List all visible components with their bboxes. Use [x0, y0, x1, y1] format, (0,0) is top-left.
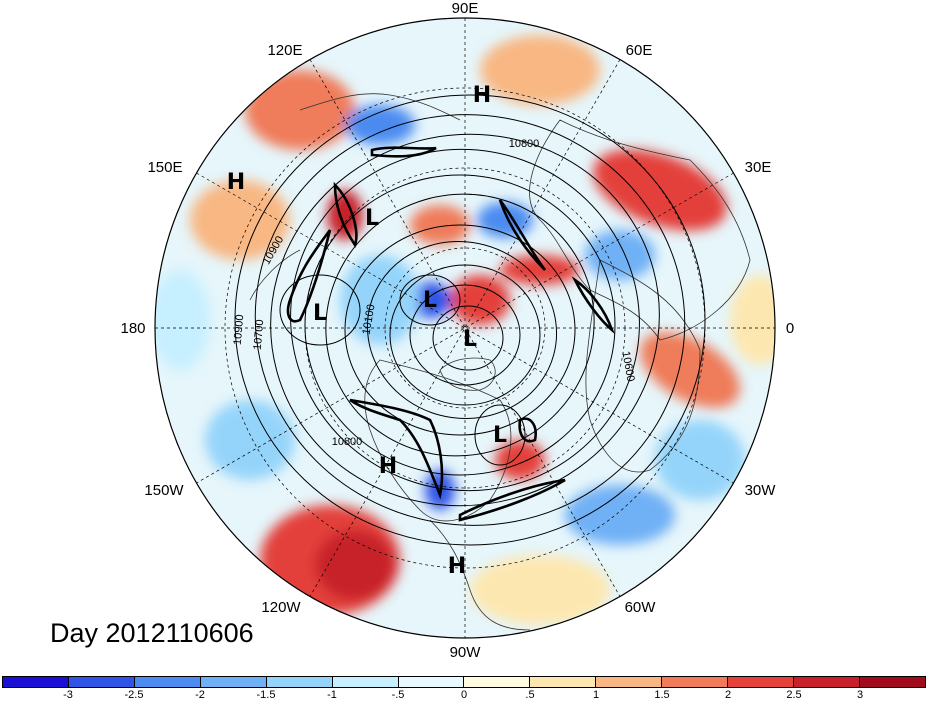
colorbar — [2, 676, 926, 688]
colorbar-segment — [662, 677, 729, 687]
colorbar-tick-label: 3 — [856, 689, 864, 701]
contour-label: 10700 — [252, 319, 267, 351]
low-marker: L — [463, 327, 477, 352]
lon-label-90w: 90W — [450, 644, 482, 661]
contour-label: 10800 — [332, 436, 363, 448]
jet-contours — [286, 146, 615, 522]
colorbar-segment — [200, 677, 267, 687]
lon-label-150e: 150E — [147, 159, 182, 176]
high-marker: H — [473, 83, 491, 108]
lon-label-180: 180 — [120, 320, 145, 337]
colorbar-ticks: -3 -2.5 -2 -1.5 -1 -.5 0 .5 1 1.5 2 2.5 3 — [0, 689, 928, 703]
lon-label-150w: 150W — [144, 482, 184, 499]
high-marker: H — [448, 554, 466, 579]
lon-label-0: 0 — [786, 320, 794, 337]
lon-label-60w: 60W — [625, 599, 657, 616]
pressure-systems: H H L L L L L H H — [227, 83, 507, 579]
colorbar-segment — [859, 677, 925, 687]
colorbar-tick-label: 0 — [460, 689, 468, 701]
low-marker: L — [313, 301, 327, 326]
colorbar-tick-label: -2 — [195, 689, 205, 701]
high-marker: H — [379, 454, 397, 479]
lon-label-90e: 90E — [452, 0, 479, 17]
colorbar-segment — [332, 677, 399, 687]
graticule — [155, 18, 775, 638]
low-marker: L — [365, 206, 379, 231]
colorbar-segment — [398, 677, 465, 687]
colorbar-segment — [3, 677, 69, 687]
colorbar-tick-label: 2.5 — [786, 689, 802, 701]
colorbar-tick-label: 1.5 — [654, 689, 670, 701]
colorbar-segment — [596, 677, 663, 687]
colorbar-tick-label: .5 — [525, 689, 535, 701]
lon-label-120e: 120E — [267, 42, 302, 59]
colorbar-segment — [794, 677, 860, 687]
longitude-labels: 90E 60E 30E 0 30W 60W 90W 120W 150W 180 … — [120, 0, 794, 661]
low-marker: L — [493, 423, 507, 448]
colorbar-tick-label: -2.5 — [124, 689, 144, 701]
colorbar-segment — [134, 677, 201, 687]
colorbar-segment — [530, 677, 597, 687]
lon-label-30w: 30W — [745, 482, 777, 499]
contour-label: 10900 — [232, 314, 247, 346]
contour-label: 10600 — [619, 350, 636, 382]
colorbar-tick-label: 2 — [724, 689, 732, 701]
low-marker: L — [423, 288, 437, 313]
colorbar-segment — [728, 677, 795, 687]
colorbar-tick-label: 1 — [592, 689, 600, 701]
day-label: Day 2012110606 — [50, 618, 254, 648]
colorbar-tick-label: -.5 — [391, 689, 405, 701]
colorbar-segment — [68, 677, 135, 687]
high-marker: H — [227, 170, 245, 195]
anomaly-field — [155, 18, 775, 638]
lon-label-30e: 30E — [745, 159, 772, 176]
colorbar-tick-label: -3 — [63, 689, 73, 701]
contour-label: 10100 — [360, 303, 377, 335]
colorbar-tick-label: -1 — [327, 689, 337, 701]
colorbar-tick-label: -1.5 — [256, 689, 276, 701]
colorbar-segment — [266, 677, 333, 687]
lon-label-120w: 120W — [261, 599, 301, 616]
colorbar-segment — [464, 677, 531, 687]
lon-label-60e: 60E — [626, 42, 653, 59]
contour-label: 10800 — [509, 138, 540, 150]
coastlines — [249, 93, 751, 631]
